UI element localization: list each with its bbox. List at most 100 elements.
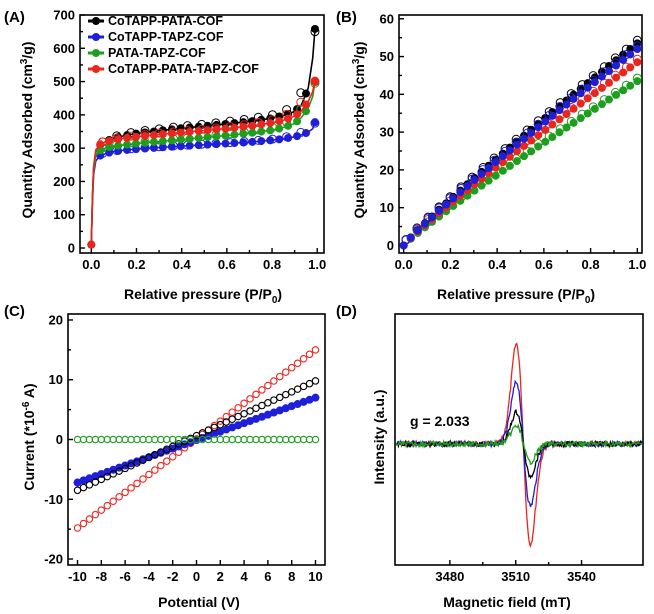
data-point <box>151 466 159 474</box>
desorption-point <box>126 131 136 141</box>
x-tick-label: -10 <box>68 569 87 584</box>
data-point <box>548 133 557 142</box>
legend-label: PATA-TAPZ-COF <box>108 46 206 60</box>
adsorption-point <box>221 124 230 133</box>
series-PATA-TAPZ-COF <box>73 435 320 444</box>
desorption-point <box>253 112 263 122</box>
adsorption-point <box>96 140 105 149</box>
y-tick-label: 20 <box>49 312 63 327</box>
desorption-point <box>434 203 444 213</box>
data-point <box>252 404 260 413</box>
data-point <box>633 58 642 67</box>
data-point <box>97 475 106 484</box>
desorption-point <box>154 128 164 138</box>
desorption-point <box>296 127 306 137</box>
desorption-point <box>225 129 235 139</box>
data-point <box>619 86 628 95</box>
data-point <box>583 94 592 103</box>
data-point <box>541 117 550 126</box>
plot-frame <box>79 14 325 254</box>
adsorption-point <box>302 107 311 116</box>
y-tick-label: 700 <box>53 8 75 23</box>
desorption-point <box>632 41 642 51</box>
data-point <box>597 100 606 109</box>
adsorption-point <box>140 144 149 153</box>
data-point <box>79 519 88 528</box>
data-point <box>240 399 248 408</box>
y-tick-label: 600 <box>53 41 75 56</box>
data-point <box>512 157 521 166</box>
desorption-point <box>282 132 292 142</box>
desorption-point <box>423 213 433 223</box>
y-tick-label: 60 <box>380 11 394 26</box>
adsorption-point <box>114 135 123 144</box>
desorption-point <box>282 109 292 119</box>
data-point <box>216 420 225 429</box>
data-point <box>287 363 296 372</box>
x-tick-label: 6 <box>264 569 271 584</box>
series-CoTAPP-PATA-TAPZ-COF <box>399 54 642 250</box>
adsorption-line <box>90 80 316 245</box>
legend-a: CoTAPP-PATA-COF CoTAPP-TAPZ-COF PATA-TAP… <box>88 14 259 76</box>
data-point <box>91 510 100 519</box>
data-point <box>305 350 314 359</box>
data-point <box>157 461 165 470</box>
x-tick-label: 0 <box>193 569 200 584</box>
desorption-point <box>140 130 150 140</box>
data-point <box>73 524 82 532</box>
data-point <box>287 388 296 396</box>
data-point <box>633 39 642 48</box>
adsorption-point <box>257 137 266 146</box>
x-tick-label: 0.6 <box>535 257 553 272</box>
data-point <box>491 158 500 167</box>
desorption-point <box>225 116 235 126</box>
panel-label-c: (C) <box>4 303 25 320</box>
data-point <box>234 403 242 412</box>
adsorption-point <box>275 135 284 144</box>
data-point <box>168 452 177 461</box>
desorption-point <box>282 105 292 115</box>
x-tick-label: 1.0 <box>308 257 326 272</box>
desorption-point <box>154 142 164 152</box>
adsorption-point <box>293 117 302 126</box>
adsorption-point <box>114 141 123 150</box>
adsorption-point <box>105 143 114 152</box>
adsorption-point <box>87 240 96 249</box>
data-point <box>293 385 302 393</box>
series-PATA-TAPZ-COF <box>87 77 320 249</box>
legend-item: CoTAPP-PATA-COF <box>88 14 223 28</box>
legend-item: PATA-TAPZ-COF <box>88 46 206 60</box>
data-point <box>597 72 606 81</box>
desorption-point <box>467 174 477 184</box>
data-point <box>234 412 242 421</box>
desorption-point <box>533 139 543 149</box>
data-point <box>619 68 628 77</box>
y-tick-label: 50 <box>380 49 394 64</box>
data-point <box>204 426 213 434</box>
data-point <box>79 483 88 492</box>
data-point <box>258 386 266 394</box>
data-point <box>612 73 621 82</box>
x-tick-label: 0.4 <box>173 257 192 272</box>
adsorption-point <box>293 110 302 119</box>
data-point <box>163 457 171 465</box>
adsorption-point <box>310 24 319 33</box>
data-point <box>612 61 621 70</box>
data-point <box>228 415 236 423</box>
data-point <box>139 456 147 464</box>
data-point <box>311 377 320 385</box>
data-point <box>145 453 153 462</box>
data-point <box>276 393 284 402</box>
adsorption-point <box>310 118 319 127</box>
desorption-point <box>577 84 587 94</box>
x-tick-label: 4 <box>240 569 248 584</box>
x-tick-label: -6 <box>119 569 131 584</box>
x-tick-label: 0.2 <box>441 257 459 272</box>
data-point <box>246 407 254 415</box>
legend-label: CoTAPP-TAPZ-COF <box>108 30 224 44</box>
x-tick-label: 0.6 <box>218 257 236 272</box>
desorption-point <box>267 134 277 144</box>
x-tick-label: 8 <box>288 569 295 584</box>
adsorption-point <box>275 117 284 126</box>
